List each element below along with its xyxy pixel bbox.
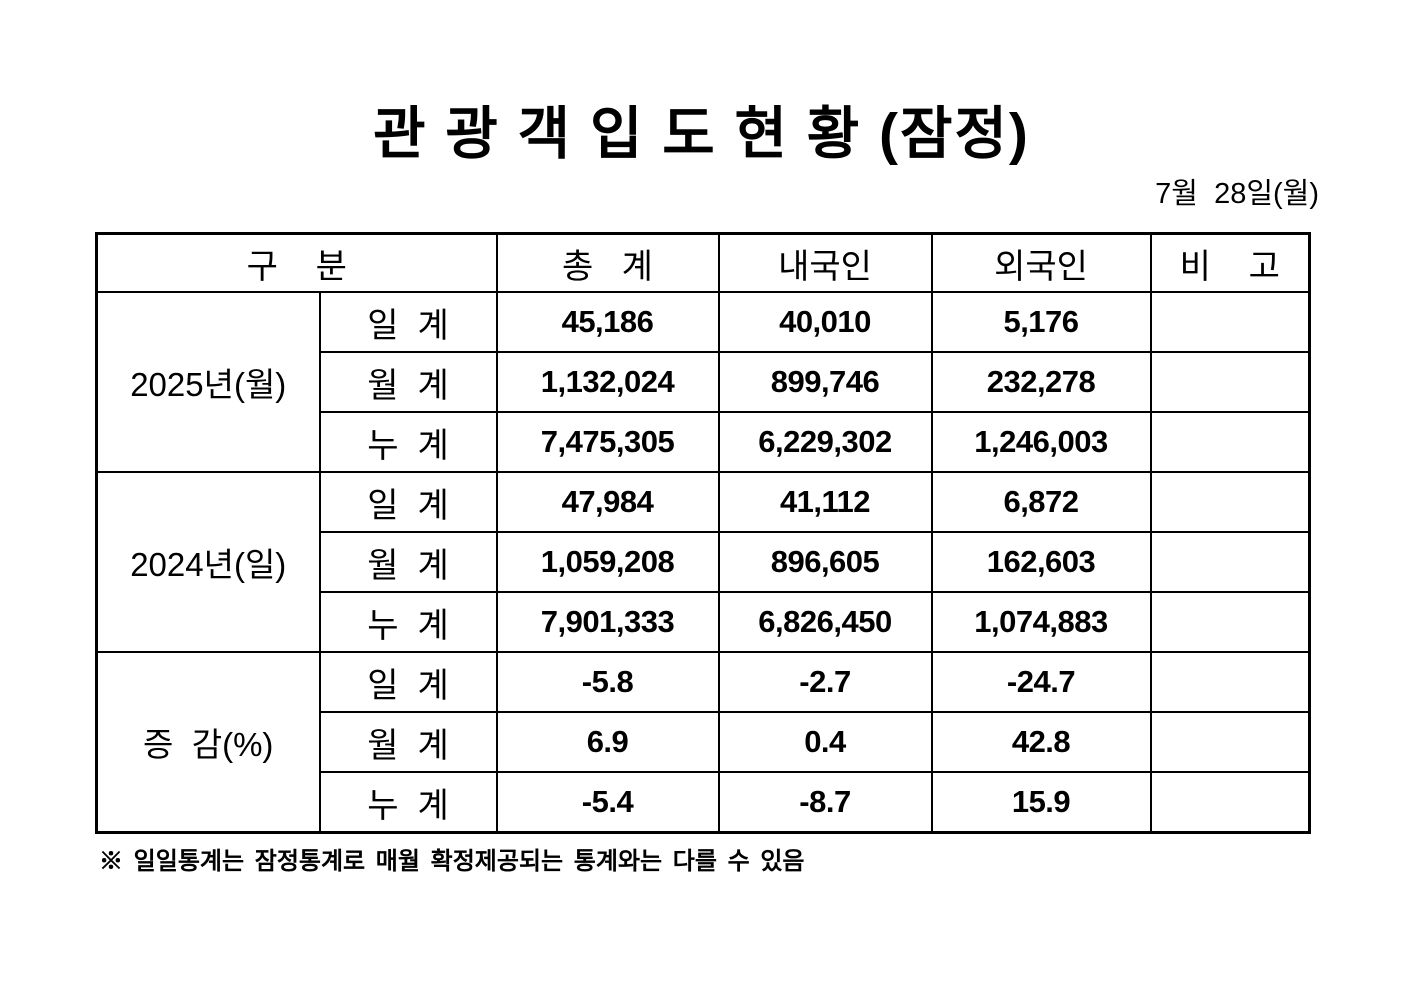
value-domestic: -2.7 — [717, 651, 933, 713]
value-domestic: -8.7 — [717, 771, 933, 834]
value-remark — [1149, 411, 1311, 473]
table-header-row: 구 분 총 계 내국인 외국인 비 고 — [95, 232, 1311, 293]
value-remark — [1149, 291, 1311, 353]
value-remark — [1149, 471, 1311, 533]
section-label-2025: 2025년(월) — [95, 291, 321, 473]
value-domestic: 6,229,302 — [717, 411, 933, 473]
table-row: 2024년(일) 일 계 47,984 41,112 6,872 — [95, 471, 1311, 653]
value-foreign: 162,603 — [930, 531, 1152, 593]
value-foreign: 1,074,883 — [930, 591, 1152, 653]
row-label-monthly: 월 계 — [318, 711, 498, 773]
header-domestic: 내국인 — [717, 232, 933, 293]
row-label-cumulative: 누 계 — [318, 411, 498, 473]
value-domestic: 6,826,450 — [717, 591, 933, 653]
header-category: 구 분 — [95, 232, 498, 293]
section-label-2024: 2024년(일) — [95, 471, 321, 653]
value-total: 6.9 — [495, 711, 720, 773]
row-label-daily: 일 계 — [318, 471, 498, 533]
header-remark: 비 고 — [1149, 232, 1311, 293]
value-remark — [1149, 351, 1311, 413]
value-foreign: -24.7 — [930, 651, 1152, 713]
value-foreign: 1,246,003 — [930, 411, 1152, 473]
row-label-cumulative: 누 계 — [318, 771, 498, 834]
value-domestic: 899,746 — [717, 351, 933, 413]
value-foreign: 6,872 — [930, 471, 1152, 533]
value-total: 7,901,333 — [495, 591, 720, 653]
value-total: 47,984 — [495, 471, 720, 533]
row-label-cumulative: 누 계 — [318, 591, 498, 653]
value-total: 45,186 — [495, 291, 720, 353]
table-row: 월 계 1,132,024 899,746 232,278 — [97, 351, 1311, 413]
row-label-daily: 일 계 — [318, 651, 498, 713]
value-remark — [1149, 531, 1311, 593]
header-foreign: 외국인 — [930, 232, 1152, 293]
row-label-daily: 일 계 — [318, 291, 498, 353]
value-domestic: 896,605 — [717, 531, 933, 593]
value-foreign: 15.9 — [930, 771, 1152, 834]
table-row: 누 계 7,475,305 6,229,302 1,246,003 — [97, 411, 1311, 473]
value-remark — [1149, 591, 1311, 653]
row-label-monthly: 월 계 — [318, 351, 498, 413]
table-row: 2025년(월) 일 계 45,186 40,010 5,176 — [95, 291, 1311, 473]
value-remark — [1149, 651, 1311, 713]
value-domestic: 0.4 — [717, 711, 933, 773]
value-remark — [1149, 711, 1311, 773]
value-total: -5.8 — [495, 651, 720, 713]
value-foreign: 232,278 — [930, 351, 1152, 413]
page-title: 관 광 객 입 도 현 황 (잠정) — [373, 102, 1030, 166]
value-total: 1,132,024 — [495, 351, 720, 413]
value-domestic: 41,112 — [717, 471, 933, 533]
value-remark — [1149, 771, 1311, 834]
table-row: 월 계 6.9 0.4 42.8 — [97, 711, 1311, 773]
value-total: 1,059,208 — [495, 531, 720, 593]
table-row: 월 계 1,059,208 896,605 162,603 — [97, 531, 1311, 593]
header-total: 총 계 — [495, 232, 720, 293]
value-total: 7,475,305 — [495, 411, 720, 473]
value-domestic: 40,010 — [717, 291, 933, 353]
value-total: -5.4 — [495, 771, 720, 834]
table-row: 누 계 7,901,333 6,826,450 1,074,883 — [97, 591, 1311, 653]
row-label-monthly: 월 계 — [318, 531, 498, 593]
table-row: 증 감(%) 일 계 -5.8 -2.7 -24.7 — [95, 651, 1311, 834]
value-foreign: 5,176 — [930, 291, 1152, 353]
table-row: 누 계 -5.4 -8.7 15.9 — [97, 771, 1311, 834]
tourist-arrivals-table: 구 분 총 계 내국인 외국인 비 고 2025년(월) 일 계 45,186 … — [95, 232, 1311, 834]
section-label-change-pct: 증 감(%) — [95, 651, 321, 834]
report-date: 7월 28일(월) — [1155, 178, 1319, 210]
footnote: ※ 일일통계는 잠정통계로 매월 확정제공되는 통계와는 다를 수 있음 — [99, 848, 805, 875]
value-foreign: 42.8 — [930, 711, 1152, 773]
